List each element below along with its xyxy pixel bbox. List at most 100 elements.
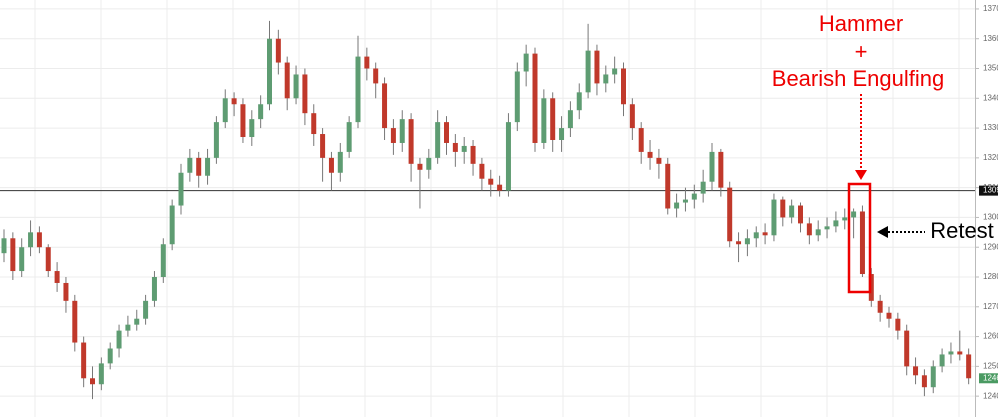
y-tick-label: 1320 [983, 153, 998, 162]
candle-body [594, 50, 600, 84]
candle-body [240, 104, 246, 138]
candle-body [576, 92, 582, 111]
candle-body [895, 318, 901, 331]
candle-body [231, 98, 237, 105]
candle-body [559, 128, 565, 140]
candle-body [169, 205, 175, 245]
candle-body [833, 220, 839, 227]
candle-body [727, 187, 733, 242]
candle-body [81, 342, 87, 379]
candle-body [939, 354, 945, 367]
price-tag [979, 185, 998, 196]
candle-body [45, 247, 51, 272]
candle-body [567, 110, 573, 129]
last-price-label: 1246 [983, 373, 998, 382]
candle-body [196, 157, 202, 176]
candle-body [258, 104, 264, 120]
arrow-head [877, 226, 888, 238]
candle-body [399, 119, 405, 143]
candle-body [302, 74, 308, 114]
candle-body [771, 199, 777, 236]
candle-body [337, 151, 343, 173]
candle-body [72, 300, 78, 343]
annotation: Bearish Engulfing [772, 66, 944, 91]
candle-body [461, 145, 467, 152]
candle-body [806, 223, 812, 236]
candle-body [886, 312, 892, 319]
candle-body [550, 98, 556, 140]
annotation: + [855, 39, 868, 64]
candle-body [426, 157, 432, 170]
candle-body [28, 232, 34, 248]
y-tick-label: 1300 [983, 213, 998, 222]
y-tick-label: 1270 [983, 302, 998, 311]
candle-body [815, 229, 821, 236]
candle-body [718, 151, 724, 188]
candle-body [736, 241, 742, 245]
candle-body [842, 217, 848, 221]
y-tick-label: 1340 [983, 93, 998, 102]
candle-body [674, 202, 680, 209]
candle-body [267, 38, 272, 105]
grid [0, 0, 975, 417]
candle-body [585, 50, 591, 93]
candle-body [505, 122, 511, 191]
candle-body [346, 122, 352, 152]
y-tick-label: 1290 [983, 242, 998, 251]
candle-body [851, 211, 857, 218]
candle-body [665, 163, 671, 209]
candle-body [647, 151, 653, 158]
highlight-box [847, 182, 872, 294]
candle-body [612, 68, 618, 75]
candle-body [523, 53, 529, 72]
candle-body [373, 68, 379, 84]
candle-body [125, 324, 131, 331]
candle-body [913, 366, 919, 376]
candle-body [762, 232, 768, 236]
y-tick-label: 1370 [983, 4, 998, 13]
candle-body [293, 74, 299, 99]
candle-body [541, 98, 547, 143]
candle-body [63, 282, 69, 301]
candle-body [284, 62, 290, 99]
candle-body [107, 348, 113, 364]
candle-body [213, 122, 219, 158]
candle-body [178, 172, 184, 206]
candle-body [691, 193, 697, 200]
y-tick-label: 1260 [983, 332, 998, 341]
candle-body [638, 128, 644, 152]
annotation: Hammer [819, 11, 903, 36]
last-price-tag [979, 373, 998, 384]
candle-body [19, 247, 25, 272]
annotation: Retest [930, 218, 994, 243]
candle-body [390, 128, 396, 143]
y-tick-label: 1350 [983, 64, 998, 73]
y-axis: 1240125012601270128012901300131013201330… [975, 4, 998, 400]
candle-body [930, 366, 936, 388]
candle-body [36, 232, 42, 248]
candle-body [488, 178, 494, 185]
candle-body [1, 238, 7, 254]
candle-body [859, 211, 865, 275]
candle-body [824, 226, 830, 230]
candle-body [948, 351, 954, 355]
candle-body [151, 277, 157, 301]
candle-body [966, 354, 972, 379]
candle-body [249, 119, 255, 138]
candle-body [435, 122, 441, 158]
candle-body [877, 300, 883, 313]
candle-body [709, 151, 715, 182]
candle-body [275, 38, 281, 63]
candle-body [222, 98, 228, 123]
candle-body [700, 181, 706, 194]
candle-body [54, 271, 60, 283]
candle-body [143, 300, 149, 319]
candle-body [187, 157, 193, 173]
candle-body [682, 199, 688, 203]
candle-body [364, 56, 370, 69]
candle-body [470, 145, 476, 164]
candles [0, 20, 975, 400]
candle-body [957, 351, 963, 355]
